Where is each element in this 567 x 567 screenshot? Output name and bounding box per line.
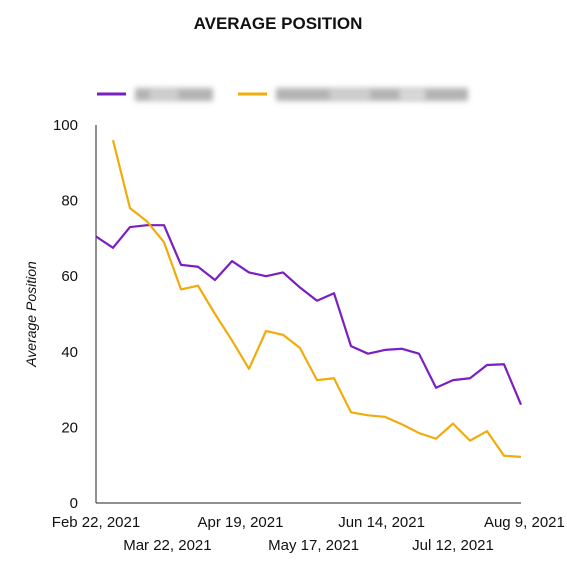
x-ticks: Feb 22, 2021 Mar 22, 2021 Apr 19, 2021 May …	[52, 514, 565, 554]
y-tick-label: 0	[70, 495, 78, 512]
series-line-2	[111, 139, 522, 458]
x-tick-label: Aug 9, 2021	[484, 514, 565, 531]
legend-label-series-1	[135, 88, 213, 101]
y-tick-label: 60	[61, 268, 78, 285]
x-tick-label: Jun 14, 2021	[338, 514, 425, 531]
y-tick-label: 20	[61, 419, 78, 436]
y-axis-label: Average Position	[23, 261, 39, 368]
y-ticks: 0 20 40 60 80 100	[53, 117, 78, 512]
series-layer	[95, 139, 523, 458]
y-tick-label: 100	[53, 117, 78, 134]
chart-title: AVERAGE POSITION	[194, 14, 363, 33]
y-tick-label: 80	[61, 193, 78, 210]
x-tick-label: May 17, 2021	[268, 537, 359, 554]
legend	[97, 88, 468, 101]
series-line-1	[95, 224, 523, 406]
legend-label-series-2	[276, 88, 468, 101]
x-tick-label: Apr 19, 2021	[198, 514, 284, 531]
x-tick-label: Mar 22, 2021	[123, 537, 211, 554]
x-tick-label: Feb 22, 2021	[52, 514, 140, 531]
y-tick-label: 40	[61, 344, 78, 361]
x-tick-label: Jul 12, 2021	[412, 537, 494, 554]
